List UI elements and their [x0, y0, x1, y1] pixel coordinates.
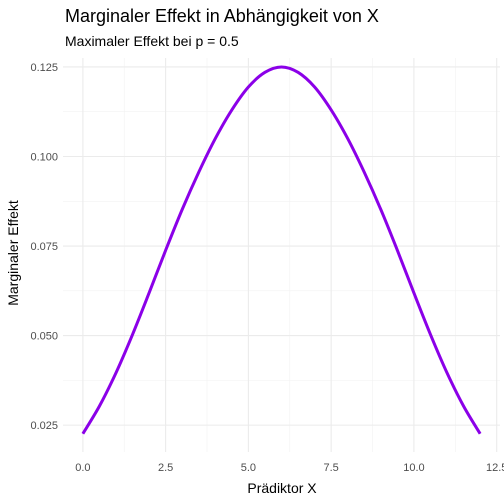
y-axis-title: Marginaler Effekt: [5, 200, 21, 306]
x-axis-title: Prädiktor X: [247, 480, 317, 496]
y-tick-label: 0.075: [30, 241, 58, 253]
x-tick-label: 7.5: [324, 462, 339, 474]
x-tick-label: 10.0: [403, 462, 424, 474]
chart-title: Marginaler Effekt in Abhängigkeit von X: [65, 6, 379, 26]
series-line: [81, 65, 482, 435]
chart-subtitle: Maximaler Effekt bei p = 0.5: [65, 33, 239, 49]
tick-labels: 0.0 2.5 5.0 7.5 10.0 12.5 0.025 0.050 0.075 0.100…: [30, 62, 504, 474]
y-tick-label: 0.100: [30, 152, 58, 164]
x-tick-label: 12.5: [486, 462, 504, 474]
x-tick-label: 0.0: [75, 462, 90, 474]
x-tick-label: 5.0: [241, 462, 256, 474]
y-tick-label: 0.050: [30, 331, 58, 343]
x-tick-label: 2.5: [158, 462, 173, 474]
y-tick-label: 0.125: [30, 62, 58, 74]
series-line-group: [81, 65, 482, 435]
grid: [63, 58, 500, 452]
y-tick-label: 0.025: [30, 420, 58, 432]
